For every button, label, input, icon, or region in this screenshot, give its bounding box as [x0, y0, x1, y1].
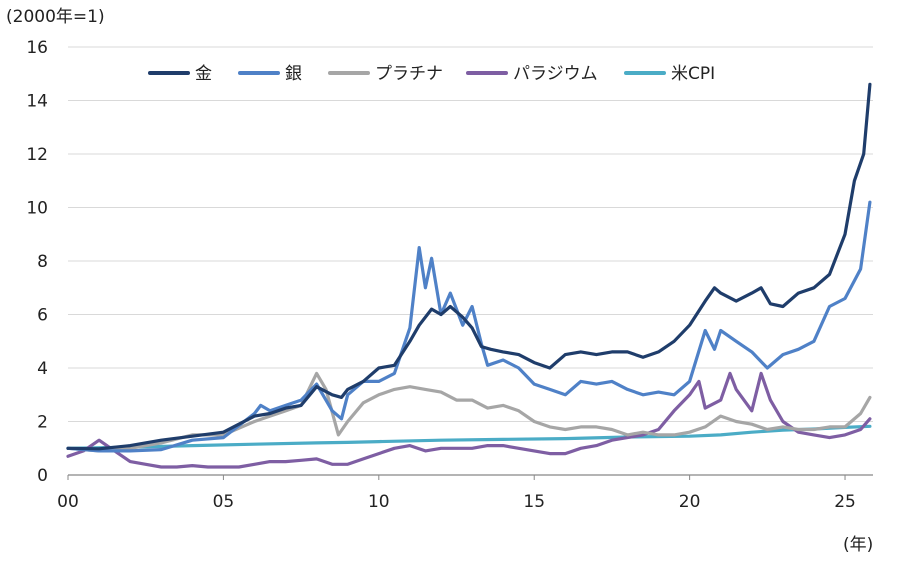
y-tick-label: 8	[37, 252, 48, 272]
x-tick-label: 05	[213, 492, 235, 512]
series-lines	[66, 82, 872, 469]
series-line-0	[66, 82, 872, 451]
y-tick-label: 0	[37, 466, 48, 486]
y-unit-label: (2000年=1)	[6, 7, 105, 27]
y-tick-label: 14	[26, 92, 48, 112]
series-line-1	[66, 200, 872, 453]
y-tick-label: 10	[26, 199, 48, 219]
x-tick-label: 20	[679, 492, 701, 512]
x-tick-label: 15	[523, 492, 545, 512]
legend: 金 銀 プラチナ パラジウム 米CPI	[148, 64, 715, 84]
y-tick-label: 6	[37, 306, 48, 326]
gridlines	[68, 46, 873, 476]
legend-label-3: パラジウム	[513, 64, 598, 84]
y-tick-label: 4	[37, 359, 48, 379]
series-line-2	[66, 371, 872, 453]
legend-label-4: 米CPI	[671, 64, 715, 84]
legend-label-2: プラチナ	[375, 64, 443, 84]
x-tick-label: 00	[57, 492, 79, 512]
x-tick-label: 25	[834, 492, 856, 512]
x-tick-label: 10	[368, 492, 390, 512]
axis-ticks: 0 2 4 6 8 10 12 14 16 00 05 10 15 20 25	[26, 38, 855, 512]
series-line-3	[66, 371, 872, 469]
y-tick-label: 12	[26, 145, 48, 165]
series-line-4	[66, 424, 872, 450]
legend-label-1: 銀	[285, 64, 302, 84]
x-unit-label: (年)	[843, 535, 873, 555]
legend-label-0: 金	[195, 64, 212, 84]
y-tick-label: 16	[26, 38, 48, 58]
y-tick-label: 2	[37, 413, 48, 433]
